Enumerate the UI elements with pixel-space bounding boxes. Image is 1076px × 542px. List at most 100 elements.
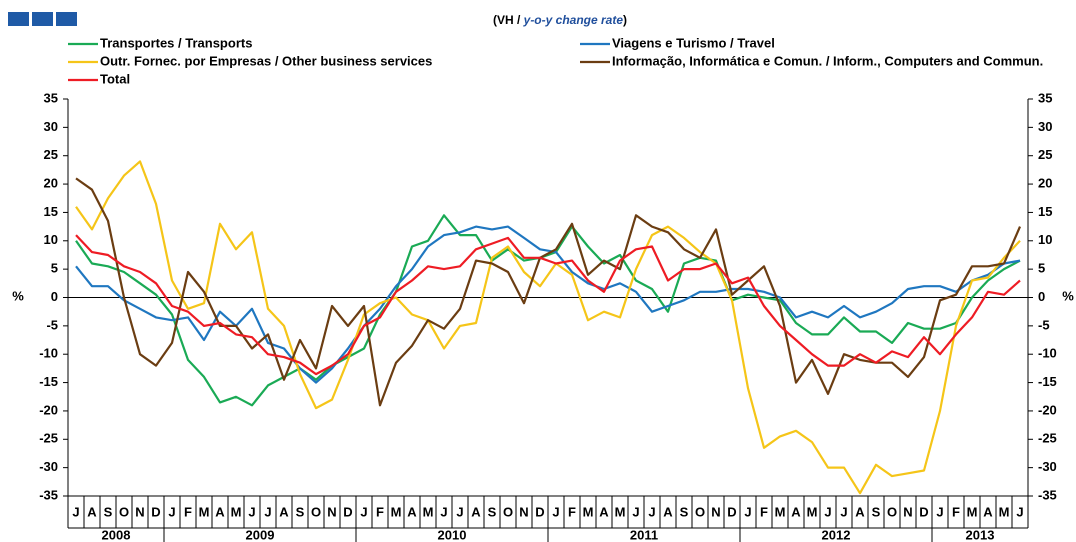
- x-tick-label: A: [279, 504, 289, 519]
- x-tick-label: S: [872, 504, 881, 519]
- logo-block: [56, 12, 77, 26]
- y-tick-label: -20: [39, 402, 58, 417]
- x-tick-label: S: [680, 504, 689, 519]
- year-label: 2011: [630, 527, 658, 542]
- y2-tick-label: 35: [1038, 90, 1052, 105]
- year-label: 2010: [438, 527, 467, 542]
- x-tick-label: S: [296, 504, 305, 519]
- y2-tick-label: 15: [1038, 204, 1052, 219]
- x-tick-label: A: [215, 504, 225, 519]
- x-tick-label: D: [151, 504, 160, 519]
- y-tick-label: 20: [44, 176, 58, 191]
- legend-label: Informação, Informática e Comun. / Infor…: [612, 53, 1043, 68]
- y-tick-label: -25: [39, 431, 58, 446]
- x-tick-label: J: [840, 504, 847, 519]
- y2-tick-label: 5: [1038, 261, 1045, 276]
- x-tick-label: J: [456, 504, 463, 519]
- y2-tick-label: 30: [1038, 119, 1052, 134]
- x-tick-label: A: [87, 504, 97, 519]
- x-tick-label: N: [135, 504, 144, 519]
- y-tick-label: -15: [39, 374, 58, 389]
- x-tick-label: N: [327, 504, 336, 519]
- series-line: [75, 234, 1021, 376]
- x-tick-label: A: [791, 504, 801, 519]
- x-tick-label: A: [663, 504, 673, 519]
- y2-tick-label: -25: [1038, 431, 1057, 446]
- x-tick-label: O: [119, 504, 129, 519]
- x-tick-label: A: [983, 504, 993, 519]
- x-tick-label: J: [72, 504, 79, 519]
- x-tick-label: F: [952, 504, 960, 519]
- x-tick-label: D: [535, 504, 544, 519]
- y-axis-label: %: [12, 288, 24, 303]
- y-tick-label: 30: [44, 119, 58, 134]
- x-tick-label: M: [967, 504, 978, 519]
- y2-tick-label: -35: [1038, 487, 1057, 502]
- logo-block: [8, 12, 29, 26]
- y2-tick-label: 20: [1038, 176, 1052, 191]
- x-tick-label: J: [744, 504, 751, 519]
- x-tick-label: A: [407, 504, 417, 519]
- x-tick-label: N: [903, 504, 912, 519]
- legend-label: Transportes / Transports: [100, 35, 252, 50]
- x-tick-label: J: [360, 504, 367, 519]
- year-label: 2009: [246, 527, 275, 542]
- x-tick-label: D: [343, 504, 352, 519]
- y-tick-label: -5: [46, 317, 58, 332]
- legend-label: Viagens e Turismo / Travel: [612, 35, 775, 50]
- x-tick-label: J: [264, 504, 271, 519]
- x-tick-label: M: [775, 504, 786, 519]
- x-tick-label: J: [1016, 504, 1023, 519]
- y-tick-label: 10: [44, 232, 58, 247]
- legend-label: Total: [100, 71, 130, 86]
- x-tick-label: F: [184, 504, 192, 519]
- x-tick-label: J: [248, 504, 255, 519]
- x-tick-label: D: [727, 504, 736, 519]
- y2-tick-label: -20: [1038, 402, 1057, 417]
- x-tick-label: F: [760, 504, 768, 519]
- x-tick-label: A: [471, 504, 481, 519]
- x-tick-label: M: [199, 504, 210, 519]
- x-tick-label: M: [423, 504, 434, 519]
- year-label: 2008: [102, 527, 131, 542]
- year-label: 2012: [822, 527, 851, 542]
- y-tick-label: -30: [39, 459, 58, 474]
- x-tick-label: N: [519, 504, 528, 519]
- series-line: [75, 177, 1022, 407]
- x-tick-label: N: [711, 504, 720, 519]
- x-tick-label: F: [376, 504, 384, 519]
- y2-tick-label: -15: [1038, 374, 1057, 389]
- x-tick-label: A: [599, 504, 609, 519]
- x-tick-label: M: [615, 504, 626, 519]
- x-tick-label: J: [648, 504, 655, 519]
- series-line: [75, 160, 1021, 495]
- y2-tick-label: 0: [1038, 289, 1045, 304]
- y-tick-label: 35: [44, 90, 58, 105]
- series-line: [75, 214, 1021, 407]
- y2-tick-label: 25: [1038, 147, 1052, 162]
- y-tick-label: -10: [39, 346, 58, 361]
- x-tick-label: M: [807, 504, 818, 519]
- x-tick-label: J: [824, 504, 831, 519]
- x-tick-label: A: [855, 504, 865, 519]
- y-tick-label: 15: [44, 204, 58, 219]
- x-tick-label: J: [552, 504, 559, 519]
- legend-label: Outr. Fornec. por Empresas / Other busin…: [100, 53, 432, 68]
- y-tick-label: -35: [39, 487, 58, 502]
- y2-axis-label: %: [1062, 288, 1074, 303]
- x-tick-label: J: [440, 504, 447, 519]
- y2-tick-label: -10: [1038, 346, 1057, 361]
- year-label: 2013: [966, 527, 995, 542]
- x-tick-label: D: [919, 504, 928, 519]
- chart-subtitle: (VH / y-o-y change rate): [493, 13, 627, 27]
- x-tick-label: J: [936, 504, 943, 519]
- x-tick-label: M: [231, 504, 242, 519]
- x-tick-label: O: [887, 504, 897, 519]
- x-tick-label: S: [488, 504, 497, 519]
- x-tick-label: F: [568, 504, 576, 519]
- y-tick-label: 5: [51, 261, 58, 276]
- logo-block: [32, 12, 53, 26]
- x-tick-label: M: [583, 504, 594, 519]
- x-tick-label: M: [391, 504, 402, 519]
